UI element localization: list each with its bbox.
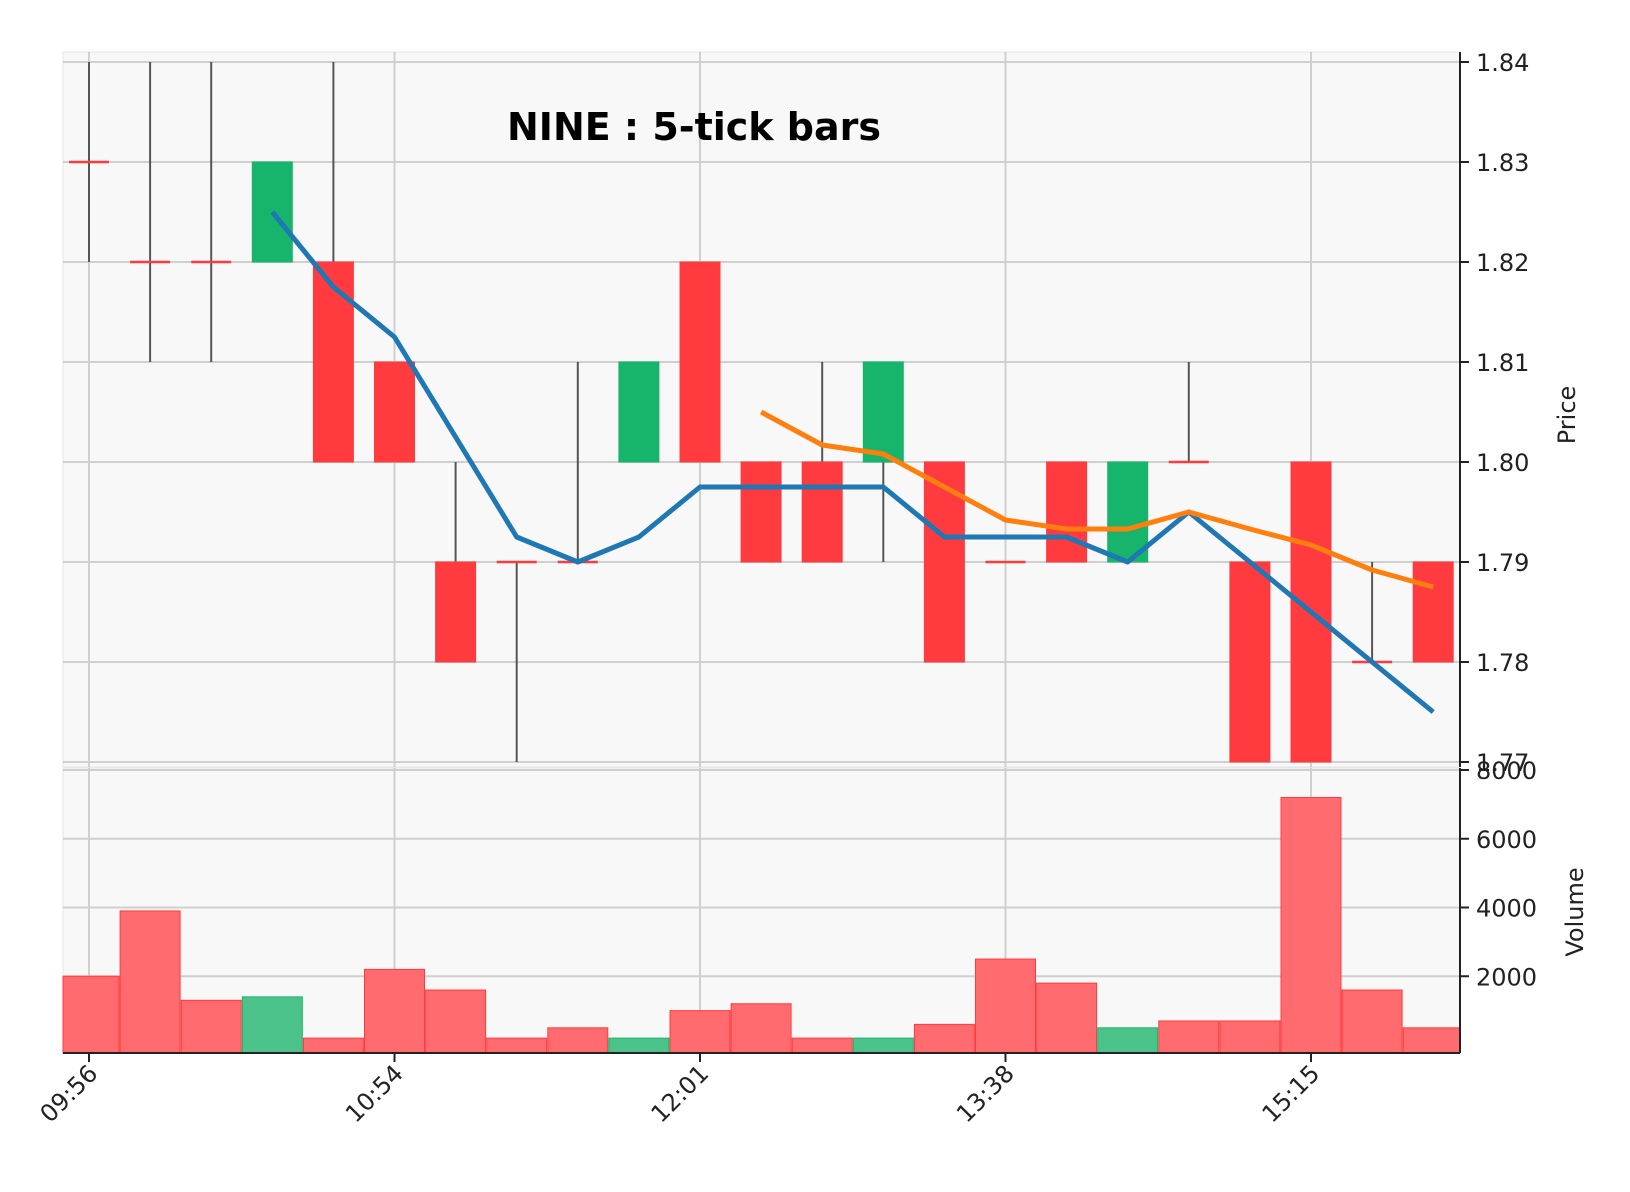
moving-averages: [270, 210, 1435, 714]
moving-average-line: [270, 210, 1435, 714]
volume-bar: [1280, 797, 1342, 1054]
price-tick-label: 1.79: [1476, 549, 1529, 577]
volume-tick-label: 6000: [1476, 826, 1537, 854]
candle-body: [740, 461, 782, 563]
candle-body: [374, 361, 415, 463]
volume-bar: [1158, 1020, 1220, 1054]
x-tick-label: 09:56: [35, 1059, 104, 1128]
moving-average-line: [759, 409, 1434, 590]
volume-tick-label: 2000: [1476, 963, 1537, 991]
volume-bar: [1402, 1027, 1461, 1054]
volume-bar: [547, 1027, 609, 1054]
candle-body: [435, 561, 477, 663]
candle-body: [1229, 561, 1271, 763]
candle-body: [1046, 461, 1088, 563]
price-tick-label: 1.83: [1476, 149, 1529, 177]
volume-bar: [1219, 1020, 1281, 1054]
volume-bar: [669, 1010, 731, 1054]
volume-bar: [302, 1037, 364, 1054]
volume-bar: [425, 989, 487, 1054]
x-tick-label: 15:15: [1257, 1059, 1326, 1128]
volume-bar: [975, 958, 1036, 1054]
volume-bar: [913, 1023, 975, 1054]
price-tick-label: 1.77: [1476, 749, 1529, 777]
candle-body: [801, 461, 843, 563]
price-tick-label: 1.80: [1476, 449, 1529, 477]
candle-body: [679, 261, 721, 463]
volume-bar: [730, 1003, 792, 1054]
price-tick-label: 1.82: [1476, 249, 1529, 277]
volume-bar: [486, 1037, 548, 1054]
x-tick-label: 13:38: [951, 1059, 1020, 1128]
volume-bar: [1097, 1027, 1159, 1054]
volume-bar: [852, 1037, 914, 1054]
price-panel-background: [62, 51, 1461, 768]
candles: [69, 62, 1454, 763]
volume-axis-label: Volume: [1561, 867, 1589, 956]
chart-title: NINE : 5-tick bars: [507, 105, 881, 149]
price-tick-label: 1.84: [1476, 49, 1529, 77]
x-tick-label: 10:54: [340, 1059, 409, 1128]
volume-tick-label: 8000: [1476, 757, 1537, 785]
price-tick-label: 1.81: [1476, 349, 1529, 377]
volume-bar: [1341, 989, 1403, 1054]
volume-bar: [1036, 982, 1098, 1054]
volume-bar: [364, 968, 425, 1054]
candle-body: [618, 361, 660, 463]
volume-bar: [241, 996, 303, 1054]
x-tick-label: 12:01: [646, 1059, 715, 1128]
volume-bar: [180, 999, 242, 1054]
candle-body: [312, 261, 354, 463]
volume-bar: [62, 975, 120, 1054]
price-axis-label: Price: [1553, 386, 1581, 445]
candle-body: [1107, 461, 1149, 563]
price-tick-label: 1.78: [1476, 649, 1529, 677]
candle-body: [862, 361, 904, 463]
volume-tick-label: 4000: [1476, 895, 1537, 923]
volume-bar: [791, 1037, 853, 1054]
volume-bar: [608, 1037, 670, 1054]
volume-bar: [119, 910, 181, 1054]
candle-body: [1412, 561, 1454, 663]
